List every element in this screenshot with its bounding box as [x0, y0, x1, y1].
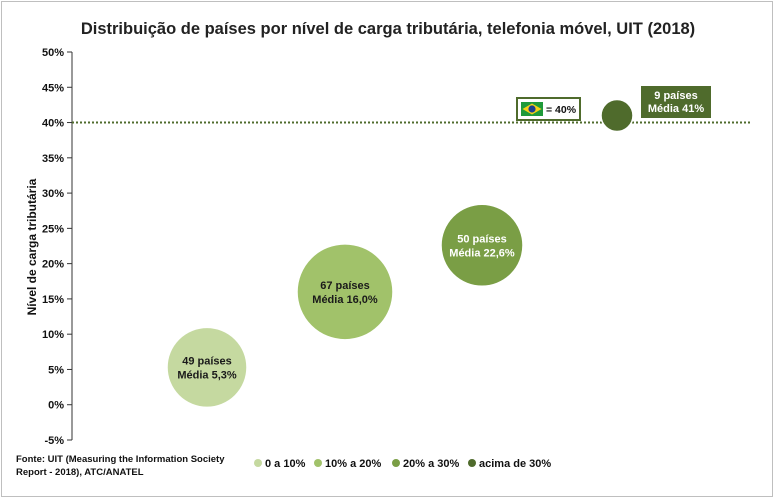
bubble-4	[601, 99, 633, 131]
legend-marker-1	[254, 459, 262, 467]
legend-marker-3	[392, 459, 400, 467]
bubble-label-average: Média 16,0%	[312, 294, 378, 306]
y-tick-label: 35%	[42, 153, 64, 165]
source-line-2: Report - 2018), ATC/ANATEL	[16, 467, 144, 478]
flag-globe	[528, 105, 535, 112]
y-tick-label: 20%	[42, 259, 64, 271]
legend-label-1: 0 a 10%	[265, 458, 306, 470]
source-note: Fonte: UIT (Measuring the Information So…	[16, 454, 225, 478]
y-tick-label: 30%	[42, 188, 64, 200]
bubble-label-count: 67 países	[320, 280, 370, 292]
y-tick-label: 0%	[48, 400, 64, 412]
y-axis-label: Nível de carga tributária	[25, 178, 39, 315]
y-tick-label: 5%	[48, 364, 64, 376]
chart-title: Distribuição de países por nível de carg…	[81, 20, 695, 38]
y-tick-label: 50%	[42, 47, 64, 59]
brazil-flag-icon	[521, 102, 543, 116]
top-series-callout-count: 9 países	[654, 90, 697, 102]
y-axis: -5% 0% 5% 10% 15% 20% 25% 30% 35% 40% 45% 50%	[42, 47, 72, 447]
y-tick-label: 40%	[42, 118, 64, 130]
bubble-label-average: Média 5,3%	[177, 369, 237, 381]
y-tick-label: 15%	[42, 294, 64, 306]
bubble-label-count: 50 países	[457, 233, 507, 245]
y-tick-label: 10%	[42, 329, 64, 341]
legend-marker-4	[468, 459, 476, 467]
source-line-1: Fonte: UIT (Measuring the Information So…	[16, 454, 225, 465]
bubble-label-average: Média 22,6%	[449, 247, 515, 259]
legend-label-4: acima de 30%	[479, 458, 551, 470]
top-series-callout-average: Média 41%	[648, 103, 704, 115]
bubbles: 49 países Média 5,3% 67 países Média 16,0% 5…	[167, 99, 633, 407]
y-tick-label: 45%	[42, 82, 64, 94]
legend-label-2: 10% a 20%	[325, 458, 381, 470]
bubble-label-count: 49 países	[182, 355, 232, 367]
brazil-callout-label: = 40%	[546, 104, 577, 116]
legend: 0 a 10% 10% a 20% 20% a 30% acima de 30%	[254, 458, 551, 470]
y-tick-label: -5%	[44, 435, 64, 447]
legend-marker-2	[314, 459, 322, 467]
legend-label-3: 20% a 30%	[403, 458, 459, 470]
y-tick-label: 25%	[42, 223, 64, 235]
